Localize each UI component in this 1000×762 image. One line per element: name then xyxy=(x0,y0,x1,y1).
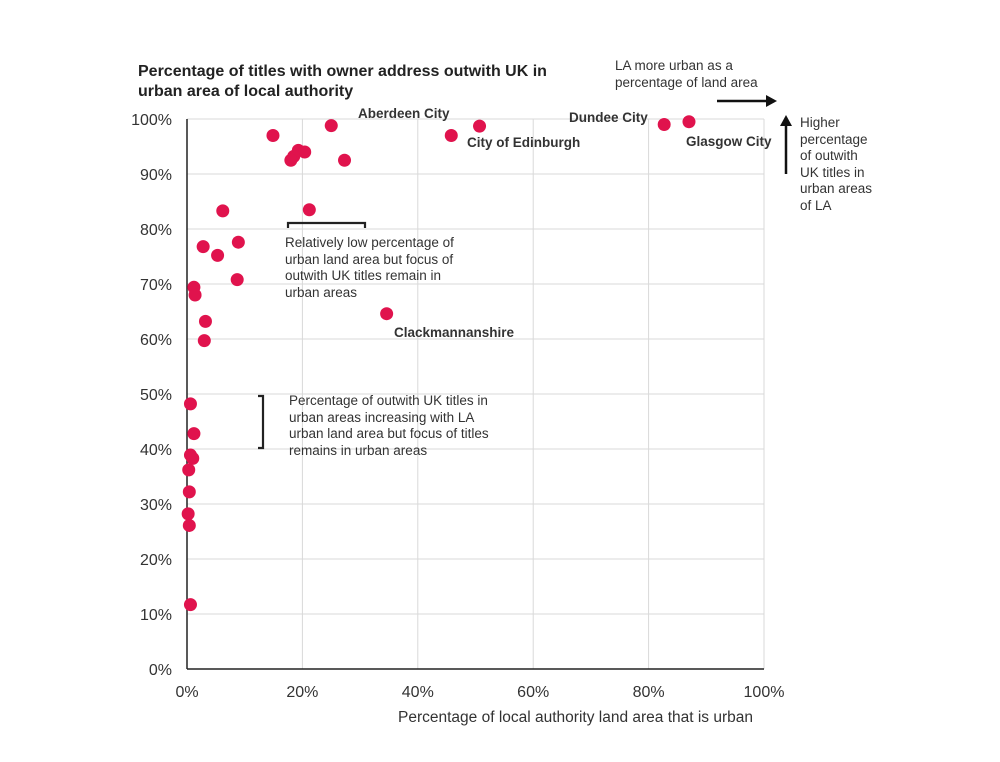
data-point xyxy=(196,240,210,254)
data-point xyxy=(473,119,487,133)
data-points xyxy=(181,115,696,612)
data-point xyxy=(187,427,201,441)
x-arrow-icon xyxy=(766,95,777,107)
data-point xyxy=(284,153,298,167)
grid-lines xyxy=(187,118,765,669)
data-point xyxy=(324,119,338,133)
label-city-of-edinburgh: City of Edinburgh xyxy=(467,135,581,150)
bracket-increasing xyxy=(258,394,265,450)
x-tick-label: 60% xyxy=(517,684,549,701)
data-point xyxy=(380,307,394,321)
y-tick-label: 0% xyxy=(149,662,172,679)
label-clackmannanshire: Clackmannanshire xyxy=(394,325,515,340)
data-point xyxy=(231,235,245,249)
data-point xyxy=(197,334,211,348)
data-point xyxy=(302,203,316,217)
y-tick-label: 10% xyxy=(140,607,172,624)
chart-title: Percentage of titles with owner address … xyxy=(138,63,547,100)
y-tick-label: 60% xyxy=(140,332,172,349)
x-tick-label: 0% xyxy=(175,684,198,701)
data-point xyxy=(230,273,244,287)
x-axis-label: Percentage of local authority land area … xyxy=(398,709,754,726)
annotation-x-arrow: LA more urban as a percentage of land ar… xyxy=(615,58,758,90)
data-point xyxy=(183,598,197,612)
y-tick-label: 50% xyxy=(140,387,172,404)
label-glasgow-city: Glasgow City xyxy=(686,134,772,149)
data-point xyxy=(181,507,195,521)
y-tick-label: 90% xyxy=(140,167,172,184)
data-point xyxy=(188,288,202,302)
data-point xyxy=(182,463,196,477)
data-point xyxy=(198,314,212,328)
annotation-increasing: Percentage of outwith UK titles in urban… xyxy=(289,393,489,458)
y-tick-label: 20% xyxy=(140,552,172,569)
data-point xyxy=(682,115,696,129)
x-tick-label: 100% xyxy=(744,684,785,701)
data-point xyxy=(186,451,200,465)
y-tick-label: 100% xyxy=(131,112,172,129)
annotation-y-arrow: Higher percentage of outwith UK titles i… xyxy=(800,115,873,213)
y-tick-label: 70% xyxy=(140,277,172,294)
x-tick-label: 20% xyxy=(286,684,318,701)
data-point xyxy=(216,204,230,218)
data-point xyxy=(266,129,280,142)
axes xyxy=(186,119,764,670)
data-point xyxy=(183,397,197,411)
annotation-low-urban: Relatively low percentage of urban land … xyxy=(285,235,454,300)
y-tick-label: 40% xyxy=(140,442,172,459)
data-point xyxy=(338,153,352,167)
bracket-low-urban xyxy=(286,221,367,228)
tick-labels: 0% 10% 20% 30% 40% 50% 60% 70% 80% 90% 100% 0% 20% 40… xyxy=(131,112,784,701)
y-arrow-icon xyxy=(780,115,792,126)
data-point xyxy=(444,129,458,142)
y-tick-label: 30% xyxy=(140,497,172,514)
data-point xyxy=(182,485,196,499)
x-tick-label: 40% xyxy=(402,684,434,701)
x-tick-label: 80% xyxy=(633,684,665,701)
label-aberdeen-city: Aberdeen City xyxy=(358,106,450,121)
data-point xyxy=(211,248,225,262)
y-tick-label: 80% xyxy=(140,222,172,239)
data-point xyxy=(182,518,196,532)
data-point xyxy=(298,145,312,159)
data-point xyxy=(657,118,671,131)
label-dundee-city: Dundee City xyxy=(569,110,648,125)
